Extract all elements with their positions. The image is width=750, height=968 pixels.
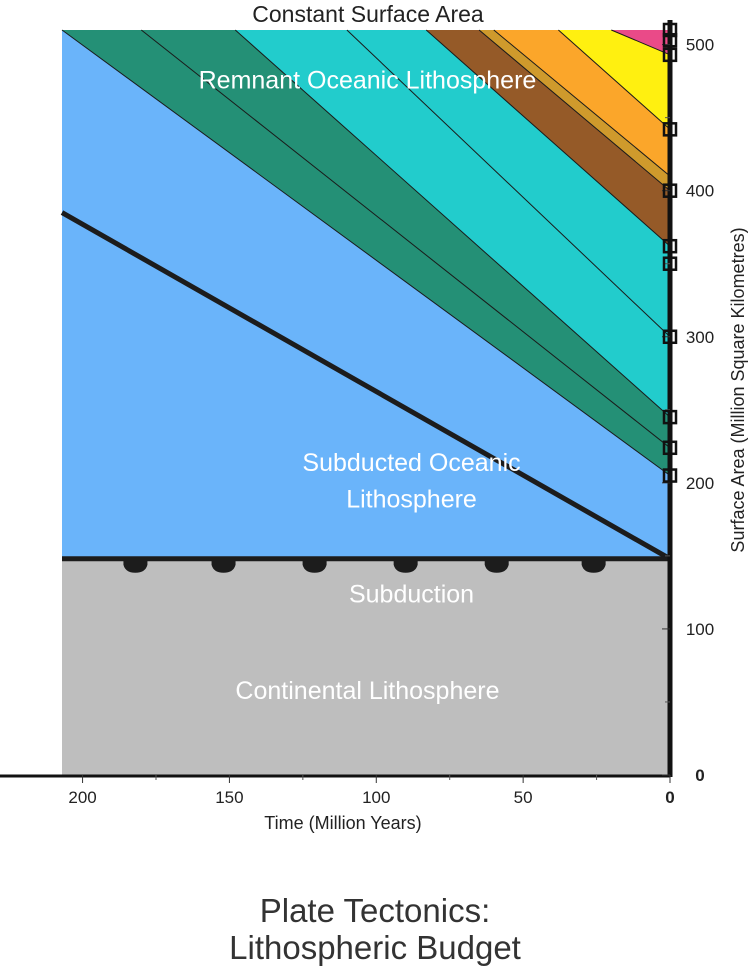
x-tick-label-2: 150 xyxy=(215,788,243,807)
band-line-7 xyxy=(493,29,671,177)
layer-continental xyxy=(62,558,670,775)
axis-marker-3 xyxy=(662,47,678,63)
axis-marker-11 xyxy=(662,468,678,483)
layer-band-1 xyxy=(62,30,670,559)
subduction-marker-6 xyxy=(581,556,606,573)
annotation-2: Subducted Oceanic xyxy=(302,449,520,477)
axis-marker-6 xyxy=(662,238,678,254)
chart-annotations: Remnant Oceanic Lithosphere Subducted Oce… xyxy=(199,66,537,705)
subduction-marker-5 xyxy=(484,556,509,573)
subduction-boundary xyxy=(60,210,672,573)
band-line-5 xyxy=(425,29,671,247)
y-tick-label-3: 200 xyxy=(686,474,714,493)
annotation-3: Lithosphere xyxy=(346,486,477,514)
band-line-3 xyxy=(234,29,671,418)
subducted-boundary-line xyxy=(60,210,672,561)
y-tick-label-5: 400 xyxy=(686,182,714,201)
subduction-marker-2 xyxy=(211,556,236,573)
band-line-8 xyxy=(558,29,671,130)
chart-top-title: Constant Surface Area xyxy=(252,1,484,27)
subduction-marker-4 xyxy=(393,556,418,573)
axis-marker-8 xyxy=(662,329,678,345)
y-tick-label-6: 500 xyxy=(686,36,714,55)
y-tick-label-4: 300 xyxy=(686,328,714,347)
y-tick-label-1: 0 xyxy=(695,766,704,785)
area-layers xyxy=(62,30,671,775)
band-line-6 xyxy=(478,29,671,192)
band-boundary-lines xyxy=(61,29,671,476)
axis-marker-5 xyxy=(662,183,678,198)
main-title-line-1: Plate Tectonics: xyxy=(260,892,491,929)
annotation-5: Continental Lithosphere xyxy=(235,677,499,705)
x-tick-label-4: 50 xyxy=(514,788,533,807)
band-line-9 xyxy=(611,29,671,56)
axis-marker-7 xyxy=(662,256,678,271)
axis-marker-1 xyxy=(662,22,678,38)
axis-marker-9 xyxy=(662,409,678,425)
x-tick-label-3: 100 xyxy=(362,788,390,807)
axis-marker-10 xyxy=(662,440,678,456)
band-line-1 xyxy=(61,29,671,476)
band-line-4 xyxy=(346,29,671,338)
band-line-2 xyxy=(140,29,671,449)
subduction-marker-1 xyxy=(123,556,148,573)
annotation-4: Subduction xyxy=(349,581,474,609)
x-axis-label: Time (Million Years) xyxy=(264,813,421,833)
x-tick-label-1: 200 xyxy=(68,788,96,807)
subduction-marker-3 xyxy=(302,556,327,573)
y-axis-label: Surface Area (Million Square Kilometres) xyxy=(728,227,748,552)
axis-marker-2 xyxy=(662,32,678,48)
y-tick-label-2: 100 xyxy=(686,620,714,639)
main-title-line-2: Lithospheric Budget xyxy=(229,929,521,966)
axis-marker-4 xyxy=(662,122,678,137)
x-tick-label-5: 0 xyxy=(665,788,674,807)
annotation-1: Remnant Oceanic Lithosphere xyxy=(199,66,537,94)
